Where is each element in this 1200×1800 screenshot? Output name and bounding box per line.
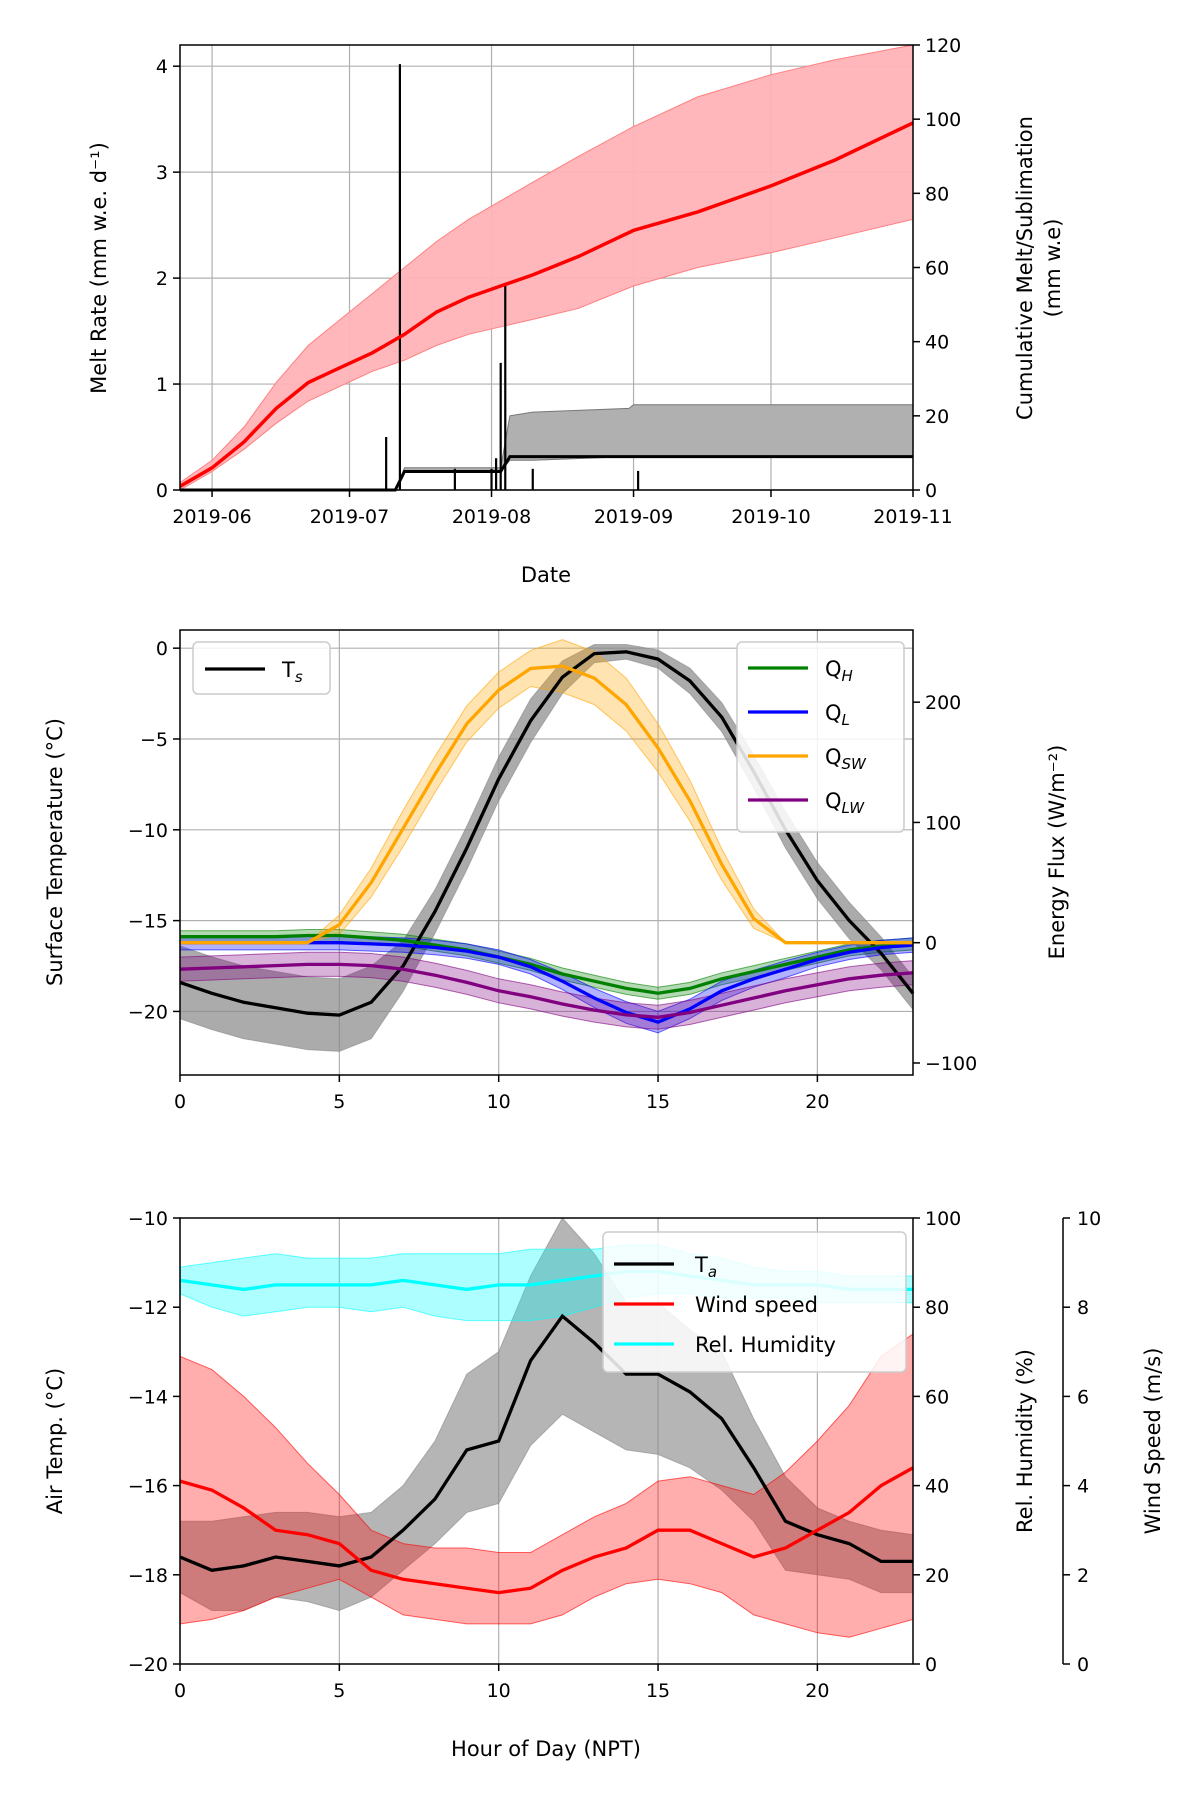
energy-y-tick-label: 0 — [156, 638, 168, 660]
met-y3-tick-label: 0 — [1077, 1654, 1089, 1676]
line-Ts — [179, 650, 915, 1017]
met-ticks: 0 5 10 15 20−10−12−14−16−18−2010080604020010… — [128, 1208, 1101, 1702]
met-y-tick-label: −20 — [128, 1654, 168, 1676]
legend-box — [736, 641, 905, 833]
met-y2-tick-label: 20 — [925, 1565, 949, 1587]
met-axes-frame — [179, 1217, 914, 1665]
melt-x-tick-label: 2019-07 — [310, 506, 389, 528]
legend-label-rh: Rel. Humidity — [695, 1333, 836, 1357]
energy-lines — [179, 650, 915, 1024]
cumulative-melt-line — [179, 121, 914, 488]
met-y3-tick-label: 10 — [1077, 1208, 1101, 1230]
met-y-tick-label: −10 — [128, 1208, 168, 1230]
melt-y-tick-label: 2 — [156, 268, 168, 290]
melt-x-tick-label: 2019-06 — [172, 506, 251, 528]
energy-y2-tick-label: 100 — [925, 812, 961, 834]
melt-y-tick-label: 1 — [156, 374, 168, 396]
melt-y-label: Melt Rate (mm w.e. d⁻¹) — [87, 142, 111, 394]
line-Ta — [179, 1313, 913, 1572]
met-x-tick-label: 10 — [487, 1680, 511, 1702]
energy-y-tick-label: −20 — [128, 1001, 168, 1023]
melt-y2-tick-label: 120 — [925, 35, 961, 57]
cumulative-sublimation-band — [180, 404, 914, 491]
energy-y-tick-label: −15 — [128, 911, 168, 933]
met-y-tick-label: −12 — [128, 1297, 168, 1319]
energy-y-label: Surface Temperature (°C) — [43, 718, 67, 986]
energy-x-tick-label: 15 — [646, 1091, 670, 1113]
melt-y-tick-label: 4 — [156, 56, 168, 78]
melt-x-tick-label: 2019-10 — [731, 506, 810, 528]
legend-label-Ta: Ta — [694, 1253, 717, 1281]
energy-y2-tick-label: −100 — [925, 1053, 977, 1075]
energy-x-tick-label: 5 — [333, 1091, 345, 1113]
energy-y-tick-label: −5 — [140, 729, 168, 751]
line-QH — [180, 933, 914, 995]
met-y2-tick-label: 40 — [925, 1476, 949, 1498]
legend-label-QH: QH — [825, 657, 853, 685]
line-wind — [179, 1466, 914, 1595]
melt-y2-tick-label: 20 — [925, 406, 949, 428]
melt-x-label: Date — [521, 563, 571, 587]
legend-label-QSW: QSW — [825, 745, 867, 773]
energy-legend-right: QH QL QSW QLW — [736, 641, 905, 833]
melt-y2-label: Cumulative Melt/Sublimation — [1013, 116, 1037, 420]
legend-label-wind: Wind speed — [695, 1293, 818, 1317]
met-y2-tick-label: 0 — [925, 1654, 937, 1676]
melt-y2-label-units: (mm w.e) — [1041, 219, 1065, 318]
melt-y2-tick-label: 100 — [925, 109, 961, 131]
met-y3-label: Wind Speed (m/s) — [1141, 1348, 1165, 1535]
melt-y2-tick-label: 0 — [925, 480, 937, 502]
met-legend: Ta Wind speed Rel. Humidity — [602, 1231, 907, 1373]
met-y3-tick-label: 2 — [1077, 1565, 1089, 1587]
melt-y2-tick-label: 60 — [925, 258, 949, 280]
met-y-label: Air Temp. (°C) — [43, 1368, 67, 1514]
melt-lines — [179, 64, 914, 492]
melt-y2-tick-label: 40 — [925, 332, 949, 354]
melt-panel: 2019-06 2019-07 2019-08 2019-09 2019-10 2019-… — [87, 35, 1065, 587]
met-y-tick-label: −14 — [128, 1386, 168, 1408]
energy-axes-frame — [179, 629, 914, 1076]
met-y2-tick-label: 80 — [925, 1297, 949, 1319]
energy-y2-tick-label: 0 — [925, 933, 937, 955]
met-y-tick-label: −16 — [128, 1476, 168, 1498]
energy-y2-label: Energy Flux (W/m⁻²) — [1045, 745, 1069, 960]
melt-y2-tick-label: 80 — [925, 183, 949, 205]
met-y3-tick-label: 6 — [1077, 1386, 1089, 1408]
legend-label-QL: QL — [825, 701, 850, 729]
met-panel: 0 5 10 15 20−10−12−14−16−18−2010080604020010… — [43, 1208, 1165, 1761]
energy-x-tick-label: 20 — [805, 1091, 829, 1113]
met-x-tick-label: 0 — [174, 1680, 186, 1702]
met-y2-tick-label: 60 — [925, 1386, 949, 1408]
line-QSW — [180, 664, 913, 945]
melt-y-tick-label: 3 — [156, 162, 168, 184]
met-y2-tick-label: 100 — [925, 1208, 961, 1230]
met-y-tick-label: −18 — [128, 1565, 168, 1587]
energy-legend-left: Ts — [192, 641, 331, 695]
met-y3-tick-label: 8 — [1077, 1297, 1089, 1319]
met-x-tick-label: 5 — [333, 1680, 345, 1702]
met-y2-label: Rel. Humidity (%) — [1013, 1349, 1037, 1533]
melt-x-tick-label: 2019-11 — [873, 506, 952, 528]
met-x-label: Hour of Day (NPT) — [451, 1737, 641, 1761]
melt-ticks: 2019-06 2019-07 2019-08 2019-09 2019-10 2019-… — [156, 35, 961, 528]
met-x-tick-label: 15 — [646, 1680, 670, 1702]
melt-y-tick-label: 0 — [156, 480, 168, 502]
line-QLW — [179, 962, 914, 1019]
met-x-tick-label: 20 — [805, 1680, 829, 1702]
energy-x-tick-label: 0 — [174, 1091, 186, 1113]
met-y3-tick-label: 4 — [1077, 1476, 1089, 1498]
legend-box — [602, 1231, 907, 1373]
legend-label-Ts: Ts — [281, 658, 303, 686]
cumulative-sublimation-line — [180, 455, 913, 492]
legend-label-QLW: QLW — [825, 789, 865, 817]
melt-x-tick-label: 2019-09 — [594, 506, 673, 528]
energy-y-tick-label: −10 — [128, 820, 168, 842]
energy-x-tick-label: 10 — [487, 1091, 511, 1113]
melt-x-tick-label: 2019-08 — [452, 506, 531, 528]
band-QSW — [180, 639, 913, 944]
energy-y2-tick-label: 200 — [925, 692, 961, 714]
